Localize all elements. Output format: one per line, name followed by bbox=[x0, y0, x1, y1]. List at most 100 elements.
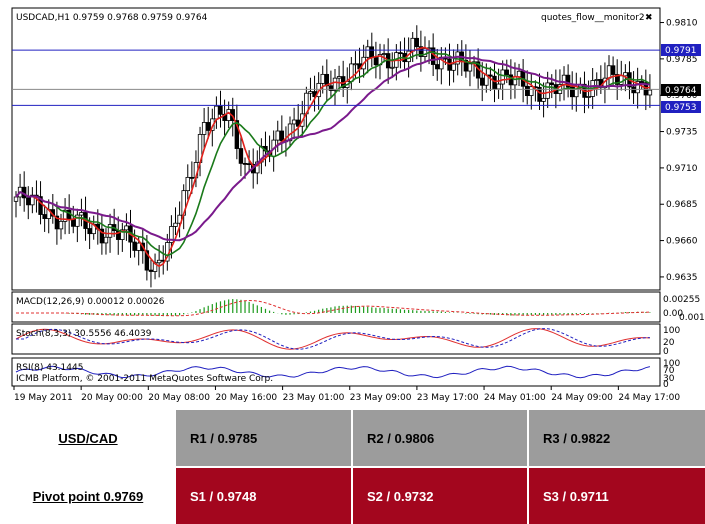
candle-body bbox=[87, 228, 92, 235]
candle-body bbox=[614, 74, 620, 85]
x-tick-label: 23 May 17:00 bbox=[417, 393, 479, 403]
close-indicator-icon[interactable]: ✖ bbox=[645, 13, 653, 23]
candle-body bbox=[255, 161, 260, 174]
candle-body bbox=[234, 120, 240, 149]
candle-body bbox=[508, 74, 514, 86]
candle-body bbox=[492, 75, 497, 90]
candle-body bbox=[594, 79, 599, 81]
candle-body bbox=[529, 86, 534, 97]
candle-body bbox=[504, 69, 509, 76]
candle-body bbox=[643, 82, 649, 96]
pivot-point-label: Pivot point 0.9769 bbox=[0, 467, 176, 524]
candle-body bbox=[214, 105, 219, 120]
y-tick-label: 0.9710 bbox=[666, 164, 698, 174]
candle-body bbox=[238, 148, 244, 164]
candle-body bbox=[606, 65, 612, 79]
candle-body bbox=[136, 242, 141, 251]
x-tick-label: 20 May 00:00 bbox=[81, 393, 143, 403]
x-tick-label: 23 May 01:00 bbox=[283, 393, 345, 403]
symbol-header: USDCAD,H1 0.9759 0.9768 0.9759 0.9764 bbox=[16, 13, 208, 23]
candle-body bbox=[480, 77, 485, 86]
mid-ma-line bbox=[15, 51, 651, 257]
upper-level-badge bbox=[661, 44, 701, 56]
macd-tick-extra: 0.00122 bbox=[679, 313, 705, 323]
candle-body bbox=[467, 63, 473, 72]
candle-body bbox=[107, 224, 113, 238]
rsi-tick-70: 70 bbox=[663, 366, 675, 376]
candle-body bbox=[132, 241, 137, 251]
lower-level-label: 0.9753 bbox=[665, 103, 697, 113]
candle-body bbox=[246, 163, 252, 166]
macd-tick-top: 0.00255 bbox=[663, 295, 700, 305]
stoch-tick-0: 0 bbox=[663, 347, 669, 357]
candle-body bbox=[279, 130, 285, 142]
candle-body bbox=[586, 96, 591, 98]
upper-level-label: 0.9791 bbox=[665, 46, 697, 56]
y-tick-label: 0.9785 bbox=[666, 55, 698, 65]
current-price-badge bbox=[661, 84, 701, 96]
y-tick-label: 0.9760 bbox=[666, 91, 698, 101]
rsi-tick-30: 30 bbox=[663, 374, 675, 384]
lower-level-badge bbox=[661, 101, 701, 113]
candle-body bbox=[206, 122, 211, 131]
rsi-tick-0: 0 bbox=[663, 380, 669, 390]
level-lines bbox=[12, 49, 660, 106]
candle-body bbox=[565, 74, 571, 88]
candle-body bbox=[169, 226, 174, 243]
chart-canvas: 0.9810 0.9785 0.9760 0.9735 0.9710 0.9685 0.96… bbox=[11, 7, 705, 403]
candle-body bbox=[639, 81, 644, 84]
candle-body bbox=[496, 83, 501, 90]
r1-cell: R1 / 0.9785 bbox=[176, 410, 352, 468]
candle-body bbox=[373, 57, 379, 66]
candle-body bbox=[414, 37, 419, 48]
stoch-panel-frame bbox=[11, 323, 661, 355]
macd-panel-frame bbox=[11, 291, 661, 323]
candle-body bbox=[488, 74, 493, 77]
stoch-tick-20: 20 bbox=[663, 338, 675, 348]
candle-body bbox=[226, 109, 231, 121]
x-tick-label: 24 May 17:00 bbox=[618, 393, 680, 403]
candle-body bbox=[62, 209, 68, 222]
y-tick-label: 0.9635 bbox=[666, 273, 698, 283]
current-price-label: 0.9764 bbox=[665, 86, 697, 96]
x-tick-label: 24 May 01:00 bbox=[484, 393, 546, 403]
candle-body bbox=[353, 63, 358, 66]
price-chart[interactable]: 0.9810 0.9785 0.9760 0.9735 0.9710 0.9685 0.96… bbox=[0, 0, 705, 410]
r2-cell: R2 / 0.9806 bbox=[351, 410, 528, 468]
candle-body bbox=[635, 81, 640, 94]
indicator-name: quotes_flow__monitor2 bbox=[541, 13, 645, 23]
candle-body bbox=[390, 66, 395, 69]
stoch-tick-100: 100 bbox=[663, 326, 680, 336]
candle-body bbox=[336, 76, 342, 79]
y-tick-label: 0.9810 bbox=[666, 19, 698, 29]
macd-tick-zero: 0.00 bbox=[663, 309, 683, 319]
candle-body bbox=[435, 64, 440, 70]
y-tick-label: 0.9735 bbox=[666, 128, 698, 138]
rsi-tick-100: 100 bbox=[663, 359, 680, 369]
candle-body bbox=[58, 220, 64, 230]
candle-body bbox=[30, 194, 35, 206]
y-tick-label: 0.9685 bbox=[666, 200, 698, 210]
candle-body bbox=[13, 196, 19, 202]
stoch-main-line bbox=[15, 328, 650, 350]
candle-body bbox=[516, 70, 522, 78]
x-tick-label: 23 May 09:00 bbox=[350, 393, 412, 403]
candle-body bbox=[75, 214, 80, 227]
candle-body bbox=[570, 86, 575, 98]
candle-body bbox=[291, 119, 297, 125]
candle-body bbox=[381, 53, 387, 55]
candle-body bbox=[148, 269, 154, 272]
candle-body bbox=[463, 59, 469, 72]
candle-body bbox=[295, 119, 301, 127]
candle-body bbox=[320, 73, 325, 84]
candle-body bbox=[189, 176, 195, 179]
main-panel-frame bbox=[11, 7, 661, 291]
candle-body bbox=[619, 75, 624, 85]
rsi-line bbox=[15, 365, 651, 379]
candle-body bbox=[365, 46, 370, 58]
watermark: ICMB Platform, © 2001-2011 MetaQuotes So… bbox=[16, 374, 273, 384]
candle-body bbox=[26, 197, 31, 206]
rsi-panel-frame bbox=[11, 357, 661, 387]
candle-body bbox=[99, 228, 105, 244]
candle-body bbox=[369, 46, 375, 58]
